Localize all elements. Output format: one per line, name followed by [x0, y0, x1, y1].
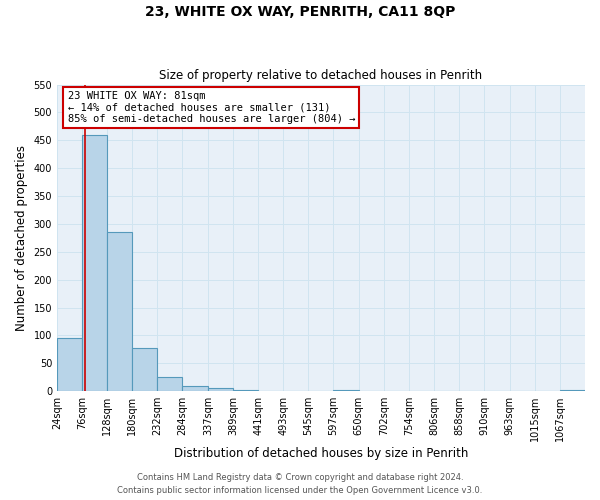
X-axis label: Distribution of detached houses by size in Penrith: Distribution of detached houses by size …: [174, 447, 468, 460]
Bar: [57, 338, 82, 391]
Bar: [208, 388, 233, 391]
Bar: [82, 134, 107, 391]
Bar: [560, 390, 585, 391]
Text: 23 WHITE OX WAY: 81sqm
← 14% of detached houses are smaller (131)
85% of semi-de: 23 WHITE OX WAY: 81sqm ← 14% of detached…: [68, 90, 355, 124]
Bar: [157, 378, 182, 391]
Bar: [233, 390, 258, 391]
Text: 23, WHITE OX WAY, PENRITH, CA11 8QP: 23, WHITE OX WAY, PENRITH, CA11 8QP: [145, 5, 455, 19]
Bar: [107, 232, 132, 391]
Text: Contains HM Land Registry data © Crown copyright and database right 2024.
Contai: Contains HM Land Registry data © Crown c…: [118, 474, 482, 495]
Bar: [132, 348, 157, 391]
Bar: [182, 386, 208, 391]
Bar: [334, 390, 359, 391]
Y-axis label: Number of detached properties: Number of detached properties: [15, 145, 28, 331]
Title: Size of property relative to detached houses in Penrith: Size of property relative to detached ho…: [160, 69, 482, 82]
